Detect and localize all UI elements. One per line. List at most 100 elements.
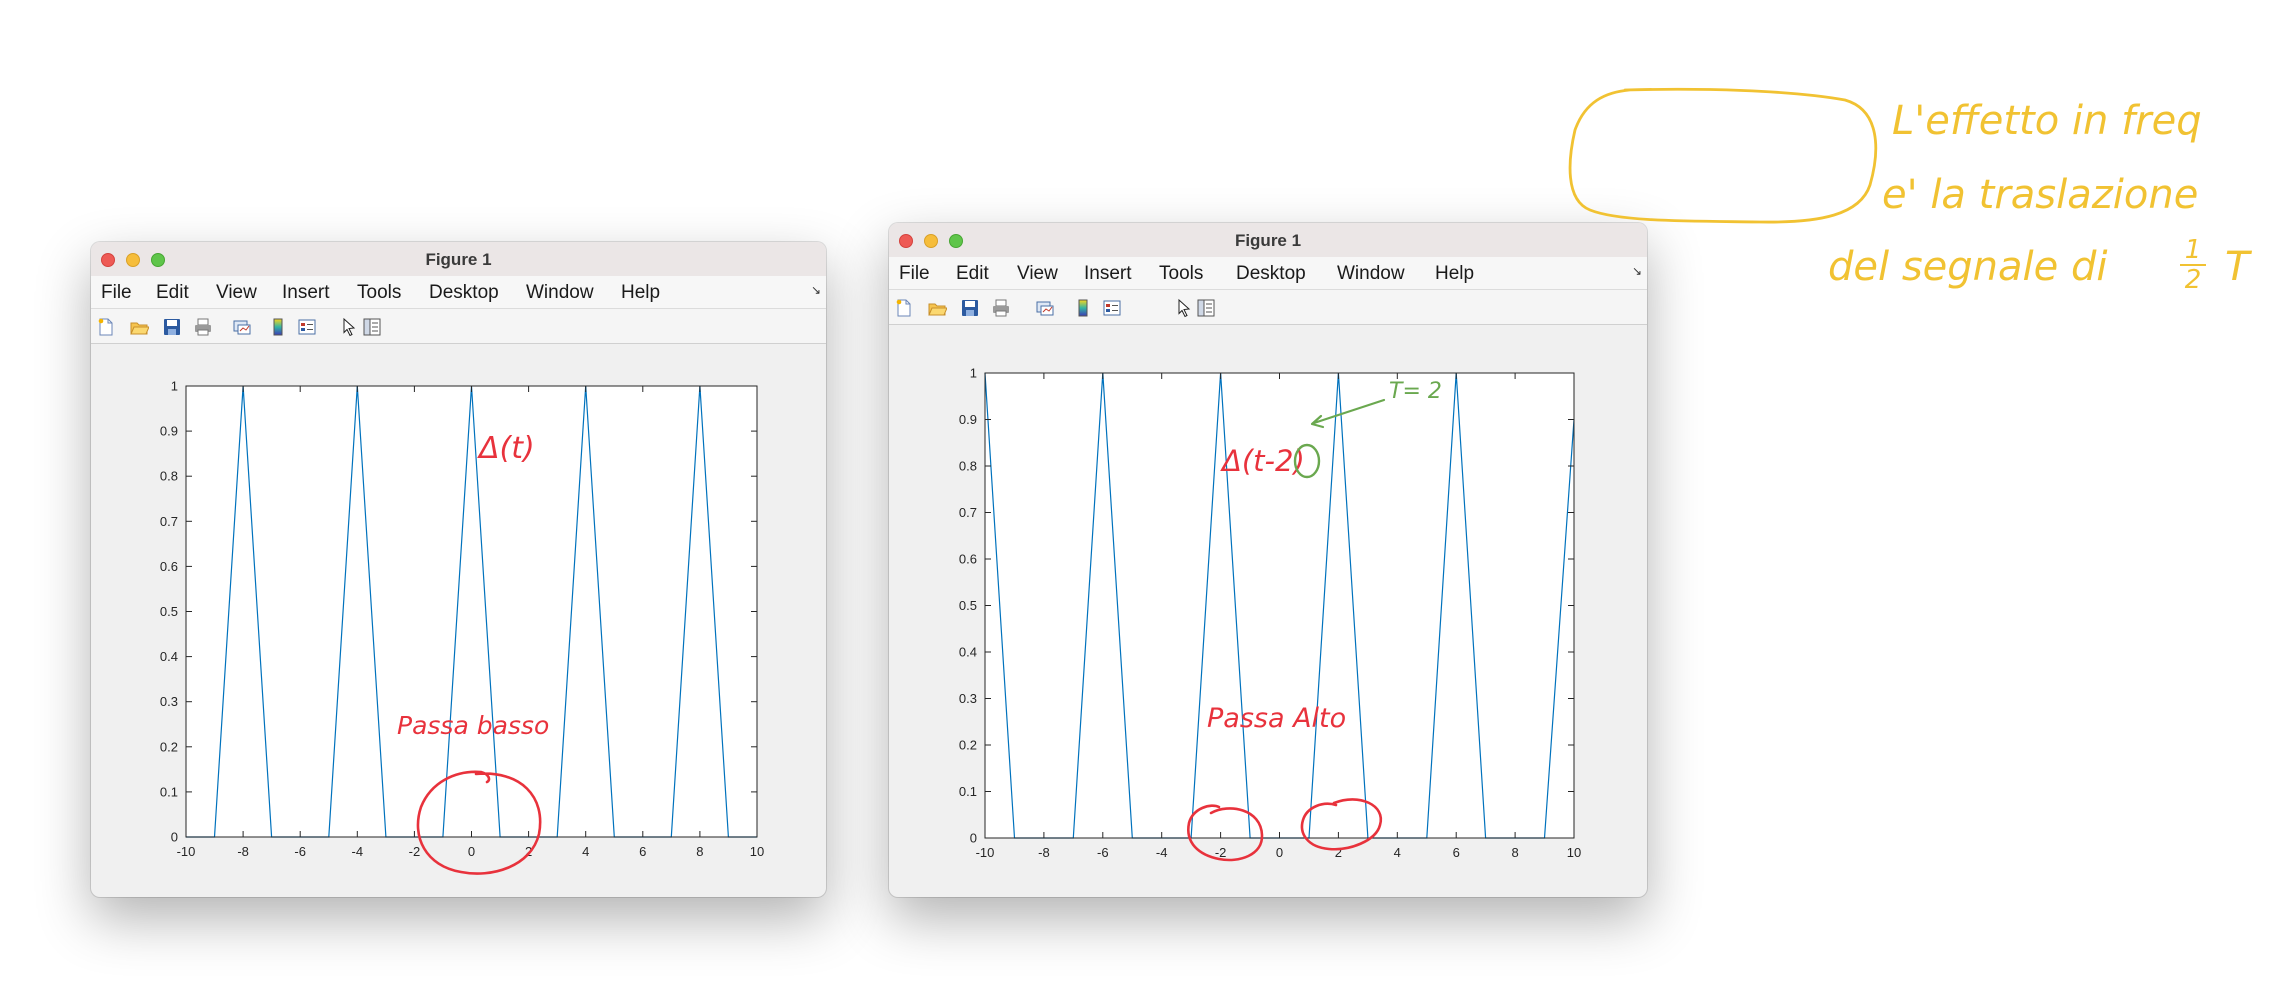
menu-help[interactable]: Help: [621, 282, 661, 303]
x-tick-label: -2: [1215, 845, 1227, 860]
x-tick-label: 10: [750, 844, 764, 859]
maximize-window-button[interactable]: [151, 253, 165, 267]
new-figure-icon[interactable]: [96, 317, 116, 337]
y-tick-label: 0.4: [160, 649, 178, 664]
open-file-icon[interactable]: [129, 317, 149, 337]
menu-desktop[interactable]: Desktop: [1236, 263, 1306, 284]
minimize-window-button[interactable]: [924, 234, 938, 248]
plot-area[interactable]: -10 -8 -6 -4 -2 0 2 4 6 8 10 0 0.1 0.2 0.3 0.4 0.5 0.6 0.7…: [91, 242, 826, 897]
dock-arrow-icon[interactable]: ↘: [810, 283, 821, 297]
property-inspector-icon[interactable]: [1196, 298, 1216, 318]
legend-icon[interactable]: [1102, 298, 1122, 318]
y-tick-label: 0: [171, 830, 178, 845]
x-tick-label: 4: [582, 844, 589, 859]
menu-desktop[interactable]: Desktop: [429, 282, 499, 303]
circle-around-plus-two: [1300, 798, 1383, 851]
plot-area[interactable]: -10 -8 -6 -4 -2 0 2 4 6 8 10 0 0.1 0.2 0.3 0.4 0.5 0.6 0.7…: [889, 223, 1647, 897]
y-tick-label: 0.3: [160, 694, 178, 709]
x-tick-label: -2: [409, 844, 421, 859]
figure-window-2[interactable]: Figure 1 File Edit View Insert Tools Des…: [889, 223, 1647, 897]
title-bar[interactable]: Figure 1: [91, 242, 826, 277]
minimize-window-button[interactable]: [126, 253, 140, 267]
y-tick-label: 0.8: [959, 459, 977, 474]
link-plot-icon[interactable]: [232, 317, 252, 337]
menu-help[interactable]: Help: [1435, 263, 1475, 284]
passa-alto-annotation: Passa Alto: [1207, 703, 1346, 734]
legend-icon[interactable]: [297, 317, 317, 337]
delta-shift-arg: 2: [1275, 444, 1293, 478]
menu-edit[interactable]: Edit: [156, 282, 189, 303]
dock-arrow-icon[interactable]: ↘: [1631, 264, 1642, 278]
x-tick-label: 0: [468, 844, 475, 859]
x-tick-label: 10: [1567, 845, 1581, 860]
menu-bar: File Edit View Insert Tools Desktop Wind…: [91, 276, 826, 309]
colorbar-icon[interactable]: [1073, 298, 1093, 318]
axes-background: [985, 373, 1574, 838]
y-tick-label: 0.5: [160, 604, 178, 619]
note-line-2: e' la traslazione: [1882, 172, 2199, 218]
note-fraction-bar: [2180, 264, 2206, 266]
y-tick-label: 0.7: [160, 514, 178, 529]
y-tick-label: 0.9: [160, 424, 178, 439]
y-tick-label: 0.4: [959, 645, 977, 660]
green-arrow: [1312, 398, 1386, 425]
pointer-icon[interactable]: [1174, 298, 1194, 318]
menu-insert[interactable]: Insert: [282, 282, 330, 303]
y-tick-label: 0.2: [160, 739, 178, 754]
menu-window[interactable]: Window: [526, 282, 594, 303]
print-icon[interactable]: [991, 298, 1011, 318]
menu-file[interactable]: File: [101, 282, 132, 303]
x-tick-label: -8: [1038, 845, 1050, 860]
x-tick-label: -4: [1156, 845, 1168, 860]
x-tick-label: -6: [1097, 845, 1109, 860]
property-inspector-icon[interactable]: [362, 317, 382, 337]
save-icon[interactable]: [162, 317, 182, 337]
menu-view[interactable]: View: [1017, 263, 1058, 284]
note-fraction-denominator: 2: [2184, 265, 2202, 295]
y-tick-label: 0.2: [959, 738, 977, 753]
open-file-icon[interactable]: [927, 298, 947, 318]
delta-shift-annotation: Δ(t-2): [1220, 444, 1305, 478]
menu-tools[interactable]: Tools: [357, 282, 402, 303]
period-annotation: T= 2: [1389, 379, 1442, 404]
y-tick-label: 0.6: [959, 552, 977, 567]
menu-file[interactable]: File: [899, 263, 930, 284]
y-tick-label: 0.6: [160, 559, 178, 574]
menu-insert[interactable]: Insert: [1084, 263, 1132, 284]
y-tick-label: 1: [970, 366, 977, 381]
green-circle-around-shift: [1293, 443, 1321, 479]
x-tick-label: -8: [237, 844, 249, 859]
circle-around-minus-two: [1187, 804, 1264, 862]
figure-toolbar: [91, 309, 826, 344]
x-tick-label: 6: [639, 844, 646, 859]
menu-tools[interactable]: Tools: [1159, 263, 1204, 284]
menu-view[interactable]: View: [216, 282, 257, 303]
figure-toolbar: [889, 290, 1647, 325]
close-window-button[interactable]: [899, 234, 913, 248]
maximize-window-button[interactable]: [949, 234, 963, 248]
window-title: Figure 1: [1234, 231, 1302, 250]
menu-edit[interactable]: Edit: [956, 263, 989, 284]
y-tick-label: 0.5: [959, 598, 977, 613]
note-line-1: L'effetto in freq: [1892, 98, 2202, 144]
link-plot-icon[interactable]: [1035, 298, 1055, 318]
colorbar-icon[interactable]: [268, 317, 288, 337]
note-fraction: 1 2: [2178, 237, 2208, 295]
close-window-button[interactable]: [101, 253, 115, 267]
x-tick-label: -10: [976, 845, 995, 860]
menu-window[interactable]: Window: [1337, 263, 1405, 284]
delta-shift-prefix: Δ(t-: [1220, 444, 1275, 478]
delta-t-annotation: Δ(t): [477, 431, 535, 466]
figure-window-1[interactable]: Figure 1 File Edit View Insert Tools Des…: [91, 242, 826, 897]
new-figure-icon[interactable]: [894, 298, 914, 318]
note-line-3: del segnale di: [1828, 244, 2108, 290]
delta-shift-suffix: ): [1291, 444, 1304, 478]
print-icon[interactable]: [193, 317, 213, 337]
note-fraction-var: T: [2225, 244, 2250, 290]
y-tick-label: 0: [970, 831, 977, 846]
save-icon[interactable]: [960, 298, 980, 318]
y-tick-label: 0.1: [959, 784, 977, 799]
y-tick-label: 0.1: [160, 784, 178, 799]
ink-annotations: Δ(t) Passa basso: [397, 431, 549, 875]
pointer-icon[interactable]: [339, 317, 359, 337]
